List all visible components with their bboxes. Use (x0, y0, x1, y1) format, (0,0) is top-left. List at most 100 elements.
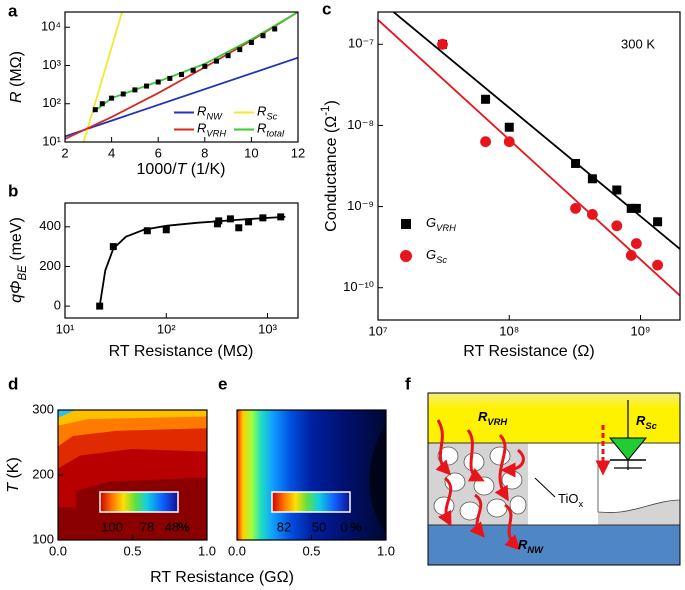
point (481, 94, 491, 104)
text-part: x (578, 499, 583, 509)
text-part: TiO (558, 491, 578, 506)
diagram-label: TiOx (558, 491, 583, 509)
text-part: Conductance (Ω (323, 116, 340, 232)
x-tick-label: 2 (61, 145, 68, 160)
text-part: (1/K) (186, 161, 225, 178)
legend-label: RNW (197, 104, 223, 122)
point (248, 39, 254, 45)
text-part: (MΩ) (8, 51, 25, 91)
line (92, 12, 298, 113)
point (109, 95, 115, 101)
point (586, 209, 598, 220)
x-tick-label: 0.0 (49, 543, 67, 558)
x-tick-label: 12 (291, 145, 305, 160)
point (259, 214, 267, 222)
plot-area (58, 410, 207, 540)
x-tick-label: 1.0 (377, 543, 395, 558)
text-part: R (8, 91, 25, 103)
text-part: total (266, 129, 285, 139)
text-part: (K) (5, 457, 22, 483)
colorbar-label: 82 (277, 519, 291, 534)
y-tick-label: 200 (39, 258, 61, 273)
text-part: T (177, 161, 188, 178)
point (96, 302, 104, 310)
y-tick-label: 10⁻⁸ (347, 117, 374, 132)
text-part: 1000/ (137, 161, 178, 178)
y-tick-label: 400 (39, 218, 61, 233)
text-part: ) (323, 100, 340, 105)
text-part: Sc (436, 255, 447, 265)
point (225, 53, 231, 59)
legend-label: GSc (426, 247, 447, 265)
point (504, 122, 514, 132)
y-tick-label: 100 (32, 531, 54, 546)
point (202, 63, 208, 69)
panel-label: e (218, 374, 227, 393)
text-part: BE (17, 265, 29, 281)
panel (64, 202, 299, 319)
y-axis-label: R (MΩ) (8, 51, 25, 103)
text-part: NW (206, 112, 223, 122)
text-part: R (197, 121, 206, 136)
point (179, 72, 184, 78)
panel-label: f (405, 374, 411, 393)
point (190, 67, 196, 73)
y-tick-label: 10⁻⁹ (347, 198, 374, 213)
text-part: qΦ (8, 281, 25, 303)
plot-area (378, 12, 680, 297)
line (98, 215, 286, 307)
y-tick-label: 10⁻⁷ (348, 36, 374, 51)
point (245, 218, 253, 226)
x-tick-label: 10¹ (56, 321, 75, 336)
x-axis-label: RT Resistance (GΩ) (150, 569, 294, 586)
colorbar-label: 100 (101, 519, 123, 534)
text-part: R (257, 121, 266, 136)
nanowire (428, 525, 680, 565)
x-tick-label: 10⁷ (368, 323, 387, 338)
legend-swatch (401, 219, 411, 229)
point (480, 136, 491, 148)
x-axis-label: 1000/T (1/K) (137, 161, 226, 178)
panel (57, 409, 208, 541)
point (120, 91, 126, 97)
legend-label: RSc (257, 104, 278, 122)
x-tick-label: 0.5 (302, 543, 320, 558)
contour-region (58, 410, 207, 447)
colorbar (271, 491, 351, 513)
y-axis-label: qΦBE (meV) (8, 217, 29, 303)
point (155, 79, 161, 85)
text-part: R (636, 413, 646, 428)
point (235, 224, 243, 232)
y-tick-label: 10² (42, 95, 61, 110)
contour-region (369, 423, 386, 534)
plot-area (96, 213, 286, 310)
colorbar-label: 48 (165, 519, 179, 534)
point (167, 75, 173, 81)
x-tick-label: 6 (155, 145, 162, 160)
contour-region (237, 410, 386, 540)
legend-label: Rtotal (257, 121, 285, 139)
point (612, 185, 622, 195)
text-part: VRH (487, 417, 507, 427)
contour-region (58, 410, 76, 418)
x-axis-label: RT Resistance (Ω) (463, 343, 594, 360)
text-part: T (5, 482, 22, 493)
x-tick-label: 10⁹ (630, 323, 650, 338)
point (109, 243, 117, 251)
point (99, 101, 105, 107)
point (625, 250, 637, 261)
x-axis-label: RT Resistance (MΩ) (109, 343, 254, 360)
point (215, 217, 223, 225)
y-tick-label: 10⁻¹⁰ (343, 279, 374, 294)
y-tick-label: 10³ (42, 57, 61, 72)
text-part: -1 (320, 106, 332, 116)
text-part: VRH (436, 223, 456, 233)
y-tick-label: 300 (32, 401, 54, 416)
plot-frame (64, 11, 299, 143)
diode (608, 437, 648, 461)
point (143, 227, 151, 235)
x-tick-label: 10³ (258, 321, 277, 336)
point (587, 174, 597, 184)
plot-area (65, 12, 298, 142)
